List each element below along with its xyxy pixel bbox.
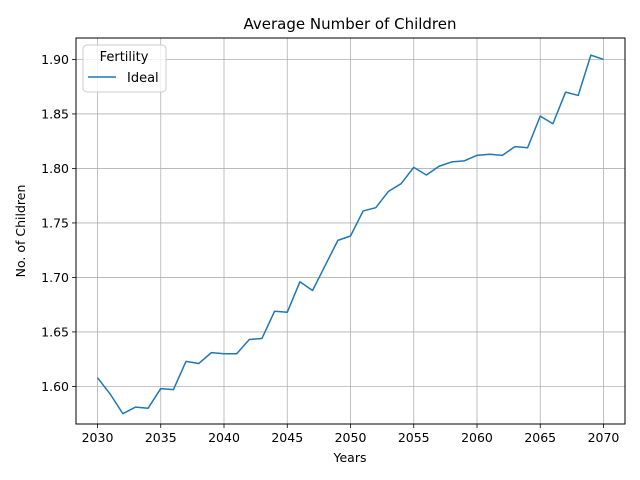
y-tick-label: 1.80 — [41, 161, 69, 176]
y-tick-label: 1.65 — [41, 324, 69, 339]
x-axis: 2030 2035 2040 2045 2050 2055 2060 2065 2070 — [82, 424, 620, 445]
legend: Fertility Ideal — [82, 44, 167, 93]
series-line-ideal — [96, 54, 604, 415]
y-axis: 1.60 1.65 1.70 1.75 1.80 1.85 1.90 — [41, 52, 76, 394]
x-tick-label: 2050 — [335, 430, 367, 445]
x-tick-label: 2030 — [82, 430, 114, 445]
y-tick-label: 1.90 — [41, 52, 69, 67]
legend-label-ideal: Ideal — [127, 71, 159, 86]
grid-lines — [76, 38, 625, 424]
x-tick-label: 2040 — [208, 430, 240, 445]
legend-box — [82, 44, 167, 93]
x-axis-label: Years — [333, 450, 367, 465]
series-layer — [96, 54, 604, 415]
x-tick-label: 2070 — [588, 430, 620, 445]
x-tick-label: 2035 — [145, 430, 177, 445]
y-tick-label: 1.75 — [41, 215, 69, 230]
chart-title: Average Number of Children — [243, 15, 456, 33]
y-tick-label: 1.60 — [41, 379, 69, 394]
y-axis-label: No. of Children — [13, 185, 28, 278]
y-tick-label: 1.85 — [41, 106, 69, 121]
legend-title: Fertility — [100, 50, 149, 65]
y-tick-label: 1.70 — [41, 270, 69, 285]
x-tick-label: 2045 — [271, 430, 303, 445]
x-tick-label: 2055 — [398, 430, 430, 445]
x-tick-label: 2060 — [461, 430, 493, 445]
x-tick-label: 2065 — [524, 430, 556, 445]
